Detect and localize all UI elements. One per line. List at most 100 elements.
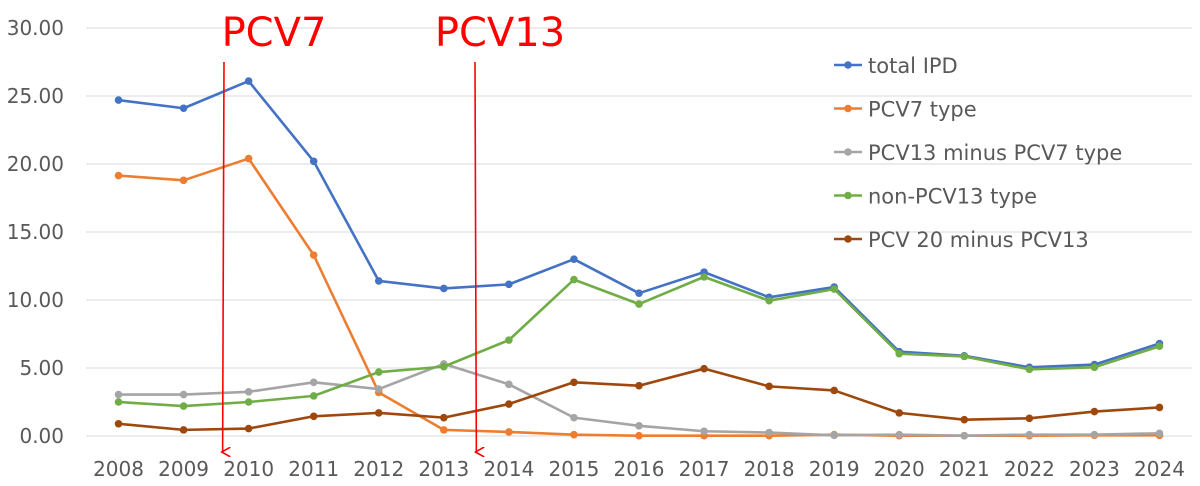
data-point <box>114 171 123 180</box>
data-point <box>309 157 318 166</box>
series-total-ipd <box>114 77 1164 372</box>
data-point <box>1155 429 1164 438</box>
data-point <box>179 426 188 434</box>
data-point <box>635 431 643 440</box>
data-point <box>960 352 969 361</box>
x-tick-label: 2024 <box>1134 457 1185 481</box>
data-point <box>1155 403 1164 412</box>
data-point <box>440 413 448 422</box>
data-point <box>635 422 643 430</box>
legend-marker <box>844 235 852 243</box>
data-point <box>830 431 838 440</box>
legend-item: non-PCV13 type <box>834 185 1037 209</box>
legend-label: PCV 20 minus PCV13 <box>868 228 1089 252</box>
data-point <box>309 392 318 400</box>
x-tick-label: 2018 <box>744 457 795 481</box>
data-point <box>505 400 513 408</box>
legend-item: total IPD <box>834 54 958 78</box>
annotation-label: PCV13 <box>435 10 565 56</box>
legend-marker <box>844 191 852 200</box>
data-point <box>179 390 188 399</box>
data-point <box>700 273 708 281</box>
data-point <box>570 430 578 439</box>
data-point <box>1090 363 1099 372</box>
data-point <box>765 296 773 305</box>
data-point <box>960 431 969 440</box>
x-tick-label: 2014 <box>483 457 534 481</box>
data-point <box>309 412 318 421</box>
data-point <box>505 428 513 436</box>
data-point <box>440 284 448 293</box>
annotation-arrow <box>223 61 224 452</box>
data-point <box>179 104 188 113</box>
data-point <box>114 390 123 399</box>
data-point <box>309 251 318 259</box>
data-point <box>244 424 253 433</box>
legend-item: PCV 20 minus PCV13 <box>834 228 1089 252</box>
data-point <box>114 419 123 428</box>
data-point <box>570 413 578 422</box>
legend-item: PCV13 minus PCV7 type <box>834 141 1122 165</box>
x-axis-ticks: 2008 2009 2010 2011 2012 2013 2014 2015 2016 2017… <box>93 457 1185 481</box>
y-tick-label: 5.00 <box>19 356 64 380</box>
legend-label: total IPD <box>868 54 958 78</box>
data-point <box>505 380 513 389</box>
data-point <box>309 378 318 387</box>
x-tick-label: 2016 <box>614 457 665 481</box>
data-point <box>635 300 643 308</box>
annotation-label: PCV7 <box>222 10 327 56</box>
x-tick-label: 2008 <box>93 457 144 481</box>
annotation-arrow <box>474 61 476 452</box>
x-tick-label: 2013 <box>418 457 469 481</box>
x-tick-label: 2022 <box>1004 457 1055 481</box>
data-point <box>1155 342 1164 351</box>
legend-marker <box>844 104 852 113</box>
data-point <box>700 364 708 373</box>
legend-marker <box>844 61 852 69</box>
x-tick-label: 2011 <box>288 457 339 481</box>
y-tick-label: 25.00 <box>7 84 64 108</box>
x-tick-label: 2017 <box>679 457 730 481</box>
data-point <box>635 289 643 298</box>
data-point <box>179 176 188 185</box>
data-point <box>1025 365 1034 374</box>
legend-label: non-PCV13 type <box>868 185 1037 209</box>
data-point <box>700 427 708 436</box>
data-point <box>114 398 123 406</box>
data-point <box>570 255 578 263</box>
legend-marker <box>844 148 852 156</box>
x-tick-label: 2023 <box>1069 457 1120 481</box>
data-point <box>570 275 578 284</box>
data-point <box>179 402 188 410</box>
series-line <box>118 79 1160 369</box>
x-tick-label: 2021 <box>939 457 990 481</box>
data-point <box>960 415 969 424</box>
data-point <box>374 385 383 393</box>
y-tick-label: 30.00 <box>7 16 64 40</box>
legend-label: PCV7 type <box>868 98 977 122</box>
y-tick-label: 20.00 <box>7 152 64 176</box>
x-tick-label: 2015 <box>548 457 599 481</box>
data-point <box>1090 430 1099 439</box>
x-tick-label: 2012 <box>353 457 404 481</box>
data-point <box>114 96 123 104</box>
data-point <box>1025 414 1034 423</box>
data-point <box>830 386 838 395</box>
x-tick-label: 2019 <box>809 457 860 481</box>
series-non-pcv13-type <box>114 273 1164 410</box>
y-tick-label: 10.00 <box>7 288 64 312</box>
data-point <box>830 285 838 293</box>
legend-label: PCV13 minus PCV7 type <box>868 141 1122 165</box>
y-tick-label: 0.00 <box>19 424 64 448</box>
data-point <box>765 382 773 391</box>
data-point <box>505 336 513 344</box>
data-point <box>895 430 904 439</box>
series-pcv-20-minus-pcv13 <box>114 364 1164 434</box>
data-point <box>505 280 513 289</box>
series-lines <box>114 77 1164 440</box>
data-point <box>374 277 383 285</box>
data-point <box>765 428 773 437</box>
x-tick-label: 2010 <box>223 457 274 481</box>
data-point <box>895 409 904 417</box>
